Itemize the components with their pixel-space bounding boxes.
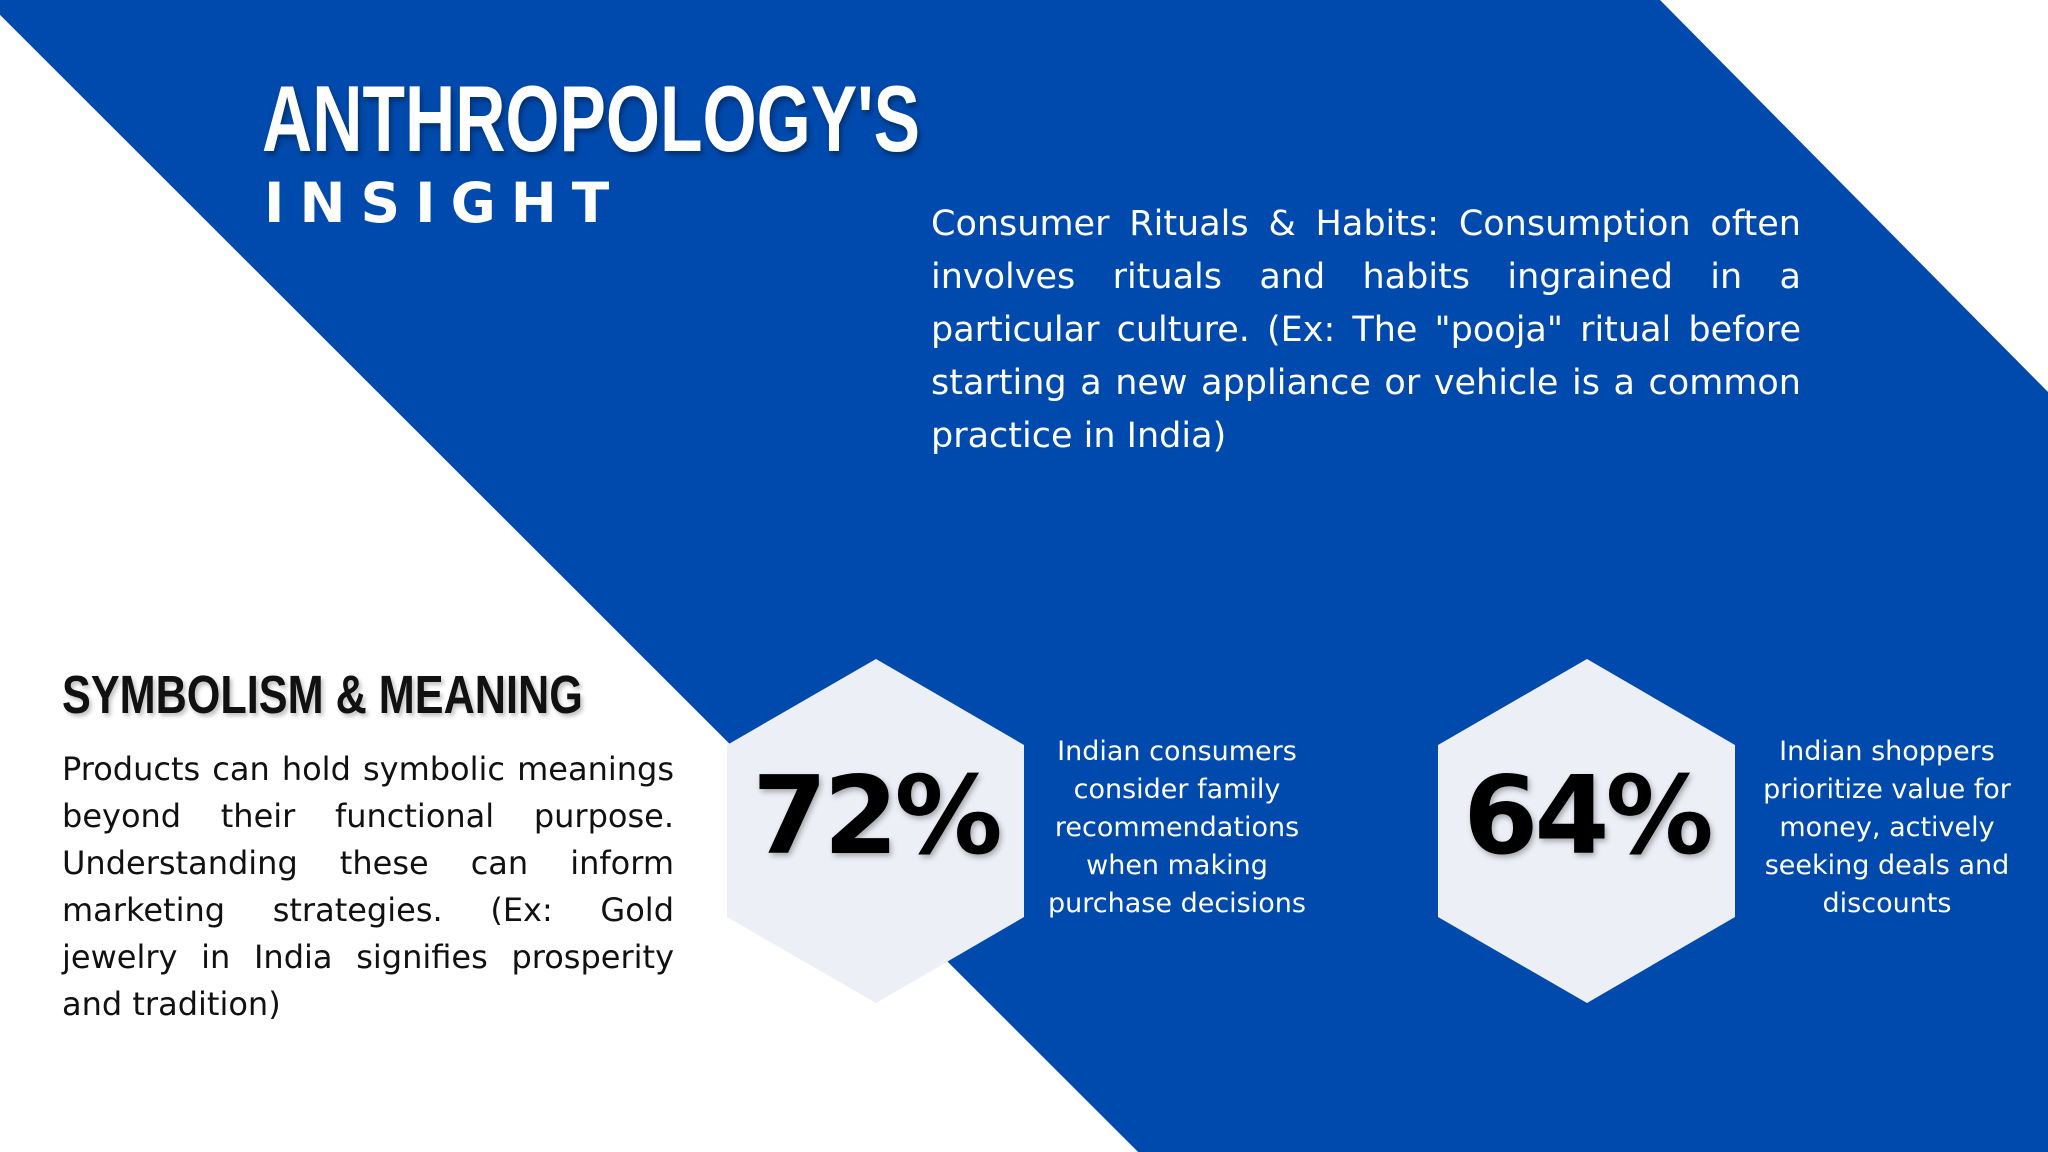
hexagon-72 [727, 659, 1024, 1003]
page-title: ANTHROPOLOGY'S [262, 66, 921, 171]
stat-value-64: 64% [1463, 754, 1714, 879]
symbolism-paragraph: Products can hold symbolic meanings beyo… [62, 750, 674, 1023]
stat-value-72: 72% [752, 754, 1003, 879]
symbolism-heading: SYMBOLISM & MEANING [62, 665, 583, 725]
hexagon-64 [1438, 659, 1735, 1003]
stat-description-value: Indian shoppers prioritize value for mon… [1763, 736, 2011, 919]
stat-description-family: Indian consumers consider family recomme… [1048, 736, 1306, 919]
rituals-paragraph: Consumer Rituals & Habits: Consumption o… [931, 204, 1801, 456]
page-subtitle: INSIGHT [264, 171, 625, 235]
